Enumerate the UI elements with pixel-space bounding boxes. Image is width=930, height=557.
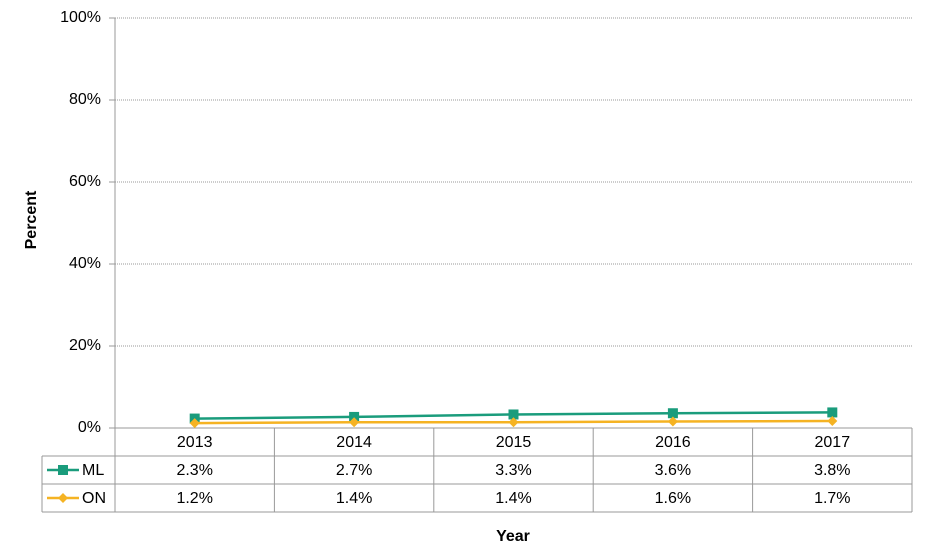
x-tick-label: 2016 — [655, 434, 691, 451]
table-value: 1.6% — [655, 490, 691, 507]
legend-marker — [58, 465, 68, 475]
data-point — [667, 416, 678, 427]
x-tick-label: 2014 — [336, 434, 372, 451]
table-value: 2.7% — [336, 462, 372, 479]
table-value: 3.8% — [814, 462, 850, 479]
y-tick-label: 60% — [69, 173, 101, 190]
x-tick-label: 2017 — [815, 434, 851, 451]
legend-label: ON — [82, 490, 106, 507]
x-tick-label: 2015 — [496, 434, 532, 451]
legend-marker — [58, 493, 68, 503]
table-value: 1.2% — [176, 490, 212, 507]
data-point — [189, 418, 200, 429]
table-value: 1.4% — [336, 490, 372, 507]
data-point — [827, 416, 838, 427]
data-point — [508, 409, 519, 420]
data-point — [508, 417, 519, 428]
x-tick-label: 2013 — [177, 434, 213, 451]
data-point — [827, 407, 838, 418]
y-tick-label: 20% — [69, 337, 101, 354]
y-tick-label: 80% — [69, 91, 101, 108]
y-tick-label: 100% — [60, 9, 101, 26]
legend-label: ML — [82, 462, 104, 479]
table-value: 2.3% — [176, 462, 212, 479]
y-tick-label: 40% — [69, 255, 101, 272]
y-axis-label: Percent — [23, 190, 40, 249]
table-value: 3.3% — [495, 462, 531, 479]
data-point — [667, 408, 678, 419]
data-point — [349, 417, 360, 428]
table-value: 1.7% — [814, 490, 850, 507]
data-point — [349, 411, 360, 422]
table-value: 1.4% — [495, 490, 531, 507]
table-value: 3.6% — [655, 462, 691, 479]
y-tick-label: 0% — [78, 419, 101, 436]
x-axis-label: Year — [496, 528, 530, 545]
